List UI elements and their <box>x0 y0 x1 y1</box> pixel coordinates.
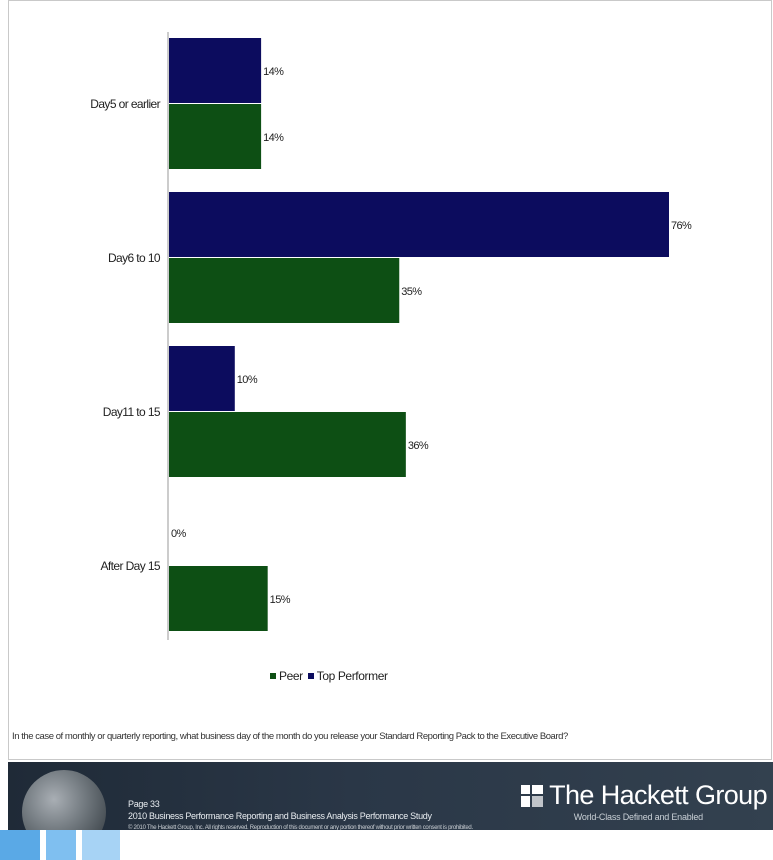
data-label-top-performer-day11-to-15: 10% <box>237 374 258 386</box>
bar-peer-day6-to-10 <box>169 258 400 323</box>
category-label-day6-to-10: Day6 to 10 <box>108 251 161 265</box>
legend-swatch-peer <box>270 673 276 679</box>
category-label-day11-to-15: Day11 to 15 <box>103 405 161 419</box>
data-label-top-performer-day6-to-10: 76% <box>671 220 692 232</box>
globe-image <box>22 770 106 830</box>
chart-legend: Peer Top Performer <box>270 669 393 683</box>
category-label-day5-or-earlier: Day5 or earlier <box>90 97 160 111</box>
category-label-after-day-15: After Day 15 <box>101 559 161 573</box>
survey-question: In the case of monthly or quarterly repo… <box>12 731 568 742</box>
bar-peer-day11-to-15 <box>169 412 406 477</box>
bar-top-performer-day11-to-15 <box>169 346 235 411</box>
study-title: 2010 Business Performance Reporting and … <box>128 811 432 821</box>
hackett-logo-icon <box>521 784 544 807</box>
brand-name: The Hackett Group <box>549 780 768 810</box>
bar-peer-day5-or-earlier <box>169 104 262 169</box>
decorative-strip <box>0 830 120 860</box>
legend-swatch-top-performer <box>307 673 314 679</box>
slide-frame <box>8 0 772 760</box>
data-label-peer-day6-to-10: 35% <box>401 286 422 298</box>
data-label-peer-day11-to-15: 36% <box>408 440 429 452</box>
data-label-top-performer-day5-or-earlier: 14% <box>263 66 284 78</box>
legend-label-peer: Peer <box>279 669 303 683</box>
data-label-peer-after-day-15: 15% <box>270 594 291 606</box>
bar-chart: Day5 or earlier 14% 14% Day6 to 10 76% 35% Day… <box>90 32 693 640</box>
copyright-notice: © 2010 The Hackett Group, Inc. All right… <box>128 825 473 830</box>
data-label-peer-day5-or-earlier: 14% <box>263 132 284 144</box>
legend-item-top-performer: Top Performer <box>307 669 388 683</box>
legend-label-top-performer: Top Performer <box>316 669 388 683</box>
bar-peer-after-day-15 <box>169 566 268 631</box>
footer-text: Page 33 2010 Business Performance Report… <box>128 798 473 830</box>
slide-footer: Page 33 2010 Business Performance Report… <box>8 762 773 830</box>
brand-tagline: World-Class Defined and Enabled <box>573 812 703 822</box>
legend-item-peer: Peer <box>270 669 303 683</box>
bar-top-performer-day5-or-earlier <box>169 38 262 103</box>
data-label-top-performer-after-day-15: 0% <box>171 528 187 540</box>
page-number: Page 33 <box>128 799 160 809</box>
bar-top-performer-day6-to-10 <box>169 192 669 257</box>
brand-logo: The Hackett Group <box>521 780 768 811</box>
